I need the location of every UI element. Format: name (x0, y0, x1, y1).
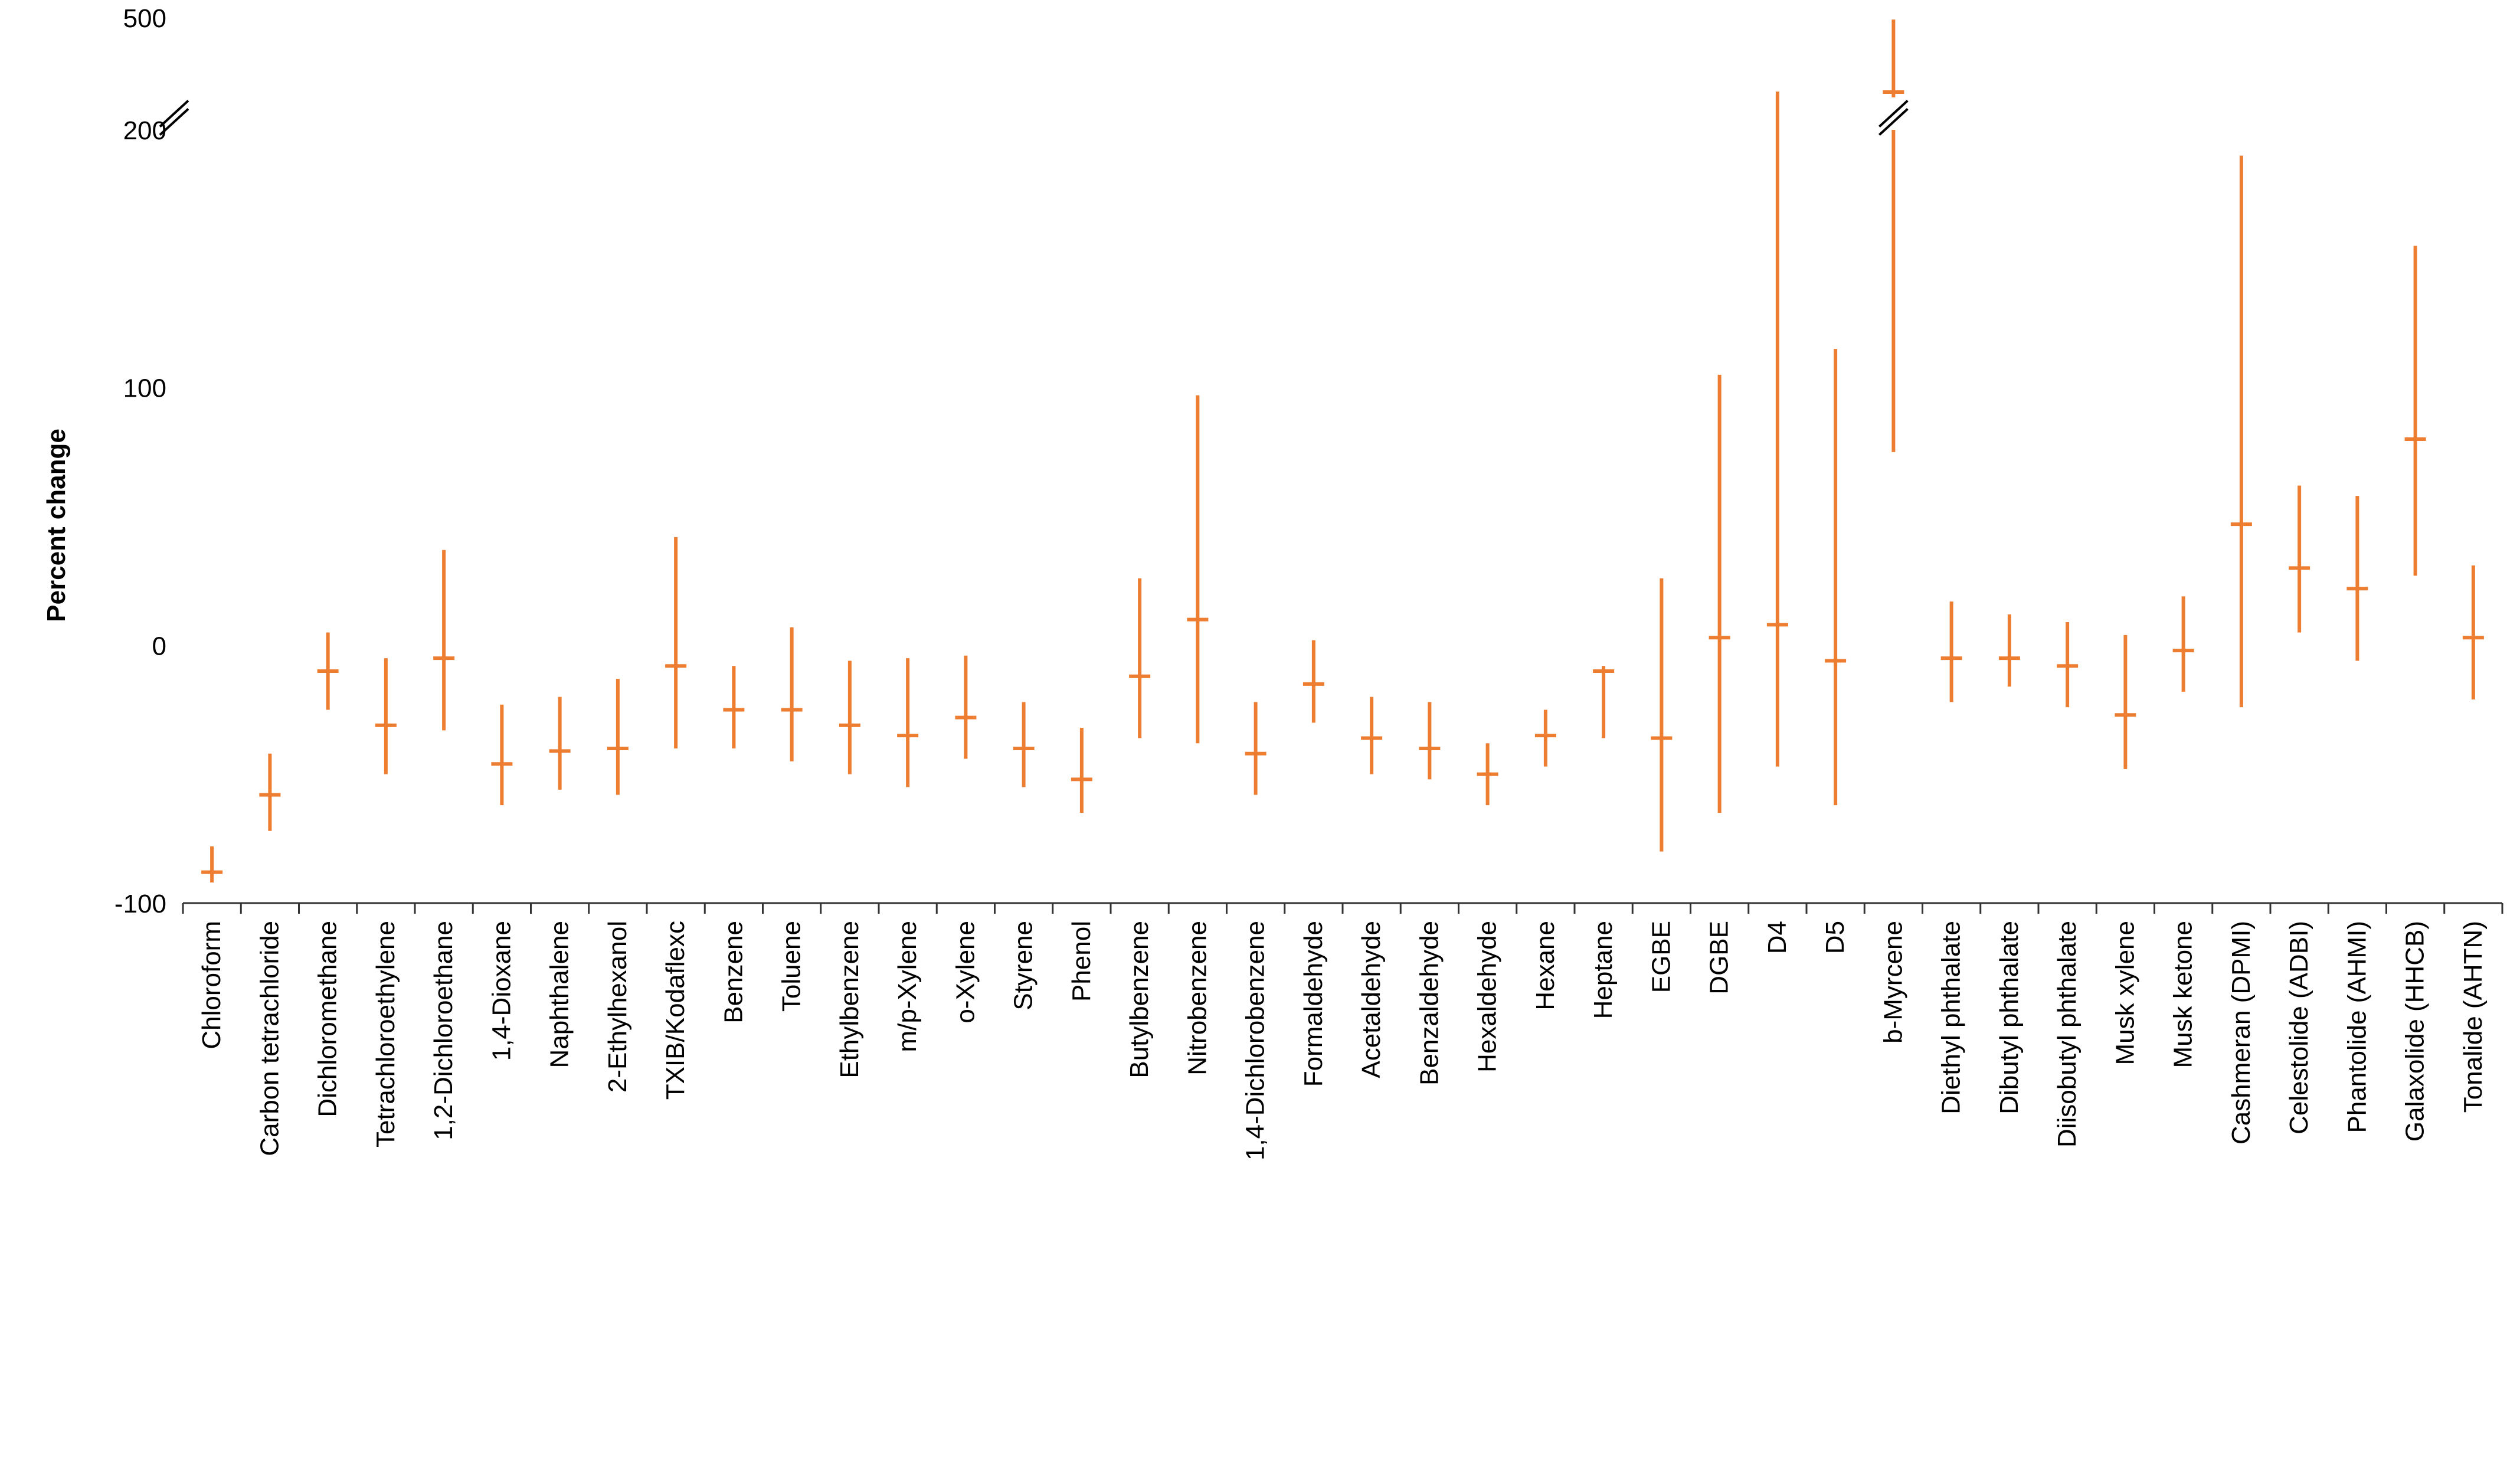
x-category-label: Chloroform (197, 921, 226, 1049)
x-category-label: Hexane (1531, 921, 1560, 1011)
x-category-label: D5 (1821, 921, 1850, 954)
x-category-label: b-Myrcene (1878, 921, 1907, 1044)
x-category-label: Phenol (1067, 921, 1096, 1002)
x-category-label: Galaxolide (HHCB) (2401, 921, 2430, 1142)
x-category-label: Tonalide (AHTN) (2459, 921, 2488, 1113)
x-category-label: 2-Ethylhexanol (603, 921, 632, 1093)
x-category-label: 1,2-Dichloroethane (429, 921, 458, 1140)
y-axis-label: Percent change (42, 429, 71, 622)
x-category-label: Dichloromethane (313, 921, 342, 1117)
x-category-label: o-Xylene (951, 921, 980, 1024)
x-category-label: EGBE (1647, 921, 1675, 993)
x-category-label: 1,4-Dichlorobenzene (1241, 921, 1270, 1160)
x-category-label: Dibutyl phthalate (1995, 921, 2024, 1114)
x-category-label: Butylbenzene (1125, 921, 1154, 1078)
x-category-label: Benzene (719, 921, 748, 1024)
x-category-label: Formaldehyde (1299, 921, 1328, 1087)
x-category-label: Heptane (1589, 921, 1618, 1019)
y-tick-label: 200 (123, 116, 166, 145)
x-category-label: Ethylbenzene (835, 921, 864, 1078)
percent-change-chart: -100 0 100 200 500 Percent change Chloroform Ca… (0, 0, 2520, 1478)
x-category-label: Musk ketone (2169, 921, 2198, 1068)
series-break-mark (1879, 101, 1907, 135)
y-tick-label: 100 (123, 374, 166, 403)
x-category-label: Diisobutyl phthalate (2053, 921, 2082, 1147)
x-category-label: D4 (1763, 921, 1792, 954)
x-category-label: Hexaldehyde (1473, 921, 1502, 1072)
x-category-label: Phantolide (AHMI) (2342, 921, 2371, 1133)
x-category-label: Toluene (777, 921, 806, 1012)
x-category-label: Cashmeran (DPMI) (2227, 921, 2256, 1145)
x-category-label: Acetaldehyde (1357, 921, 1386, 1078)
x-category-label: Benzaldehyde (1415, 921, 1444, 1085)
y-tick-label: -100 (114, 890, 166, 918)
chart-svg: -100 0 100 200 500 Percent change Chloroform Ca… (0, 0, 2520, 1478)
x-category-label: Styrene (1009, 921, 1038, 1011)
y-tick-label: 0 (152, 632, 166, 660)
x-category-label: Diethyl phthalate (1937, 921, 1966, 1114)
x-category-label: Musk xylene (2110, 921, 2139, 1065)
x-category-label: Tetrachloroethylene (371, 921, 400, 1147)
x-category-label: 1,4-Dioxane (487, 921, 516, 1061)
x-category-label: m/p-Xylene (893, 921, 922, 1052)
x-category-label: Carbon tetrachloride (255, 921, 284, 1156)
x-category-label: TXIB/Kodaflexc (661, 921, 690, 1100)
x-category-label: Nitrobenzene (1183, 921, 1212, 1075)
x-category-label: Celestolide (ADBI) (2285, 921, 2313, 1134)
y-tick-label: 500 (123, 4, 166, 33)
x-category-label: Naphthalene (545, 921, 574, 1068)
x-category-label: DGBE (1705, 921, 1734, 995)
